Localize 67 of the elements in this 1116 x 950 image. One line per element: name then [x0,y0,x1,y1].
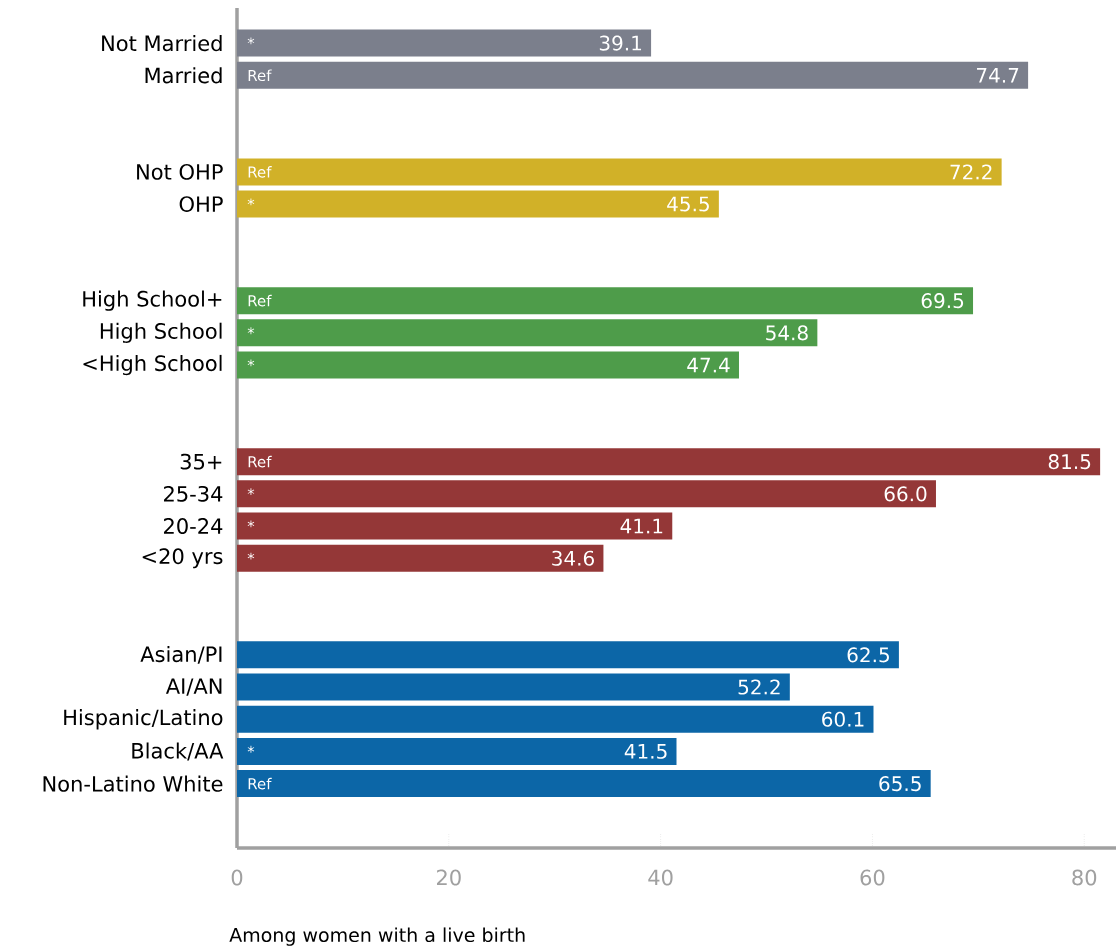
bar [237,29,652,57]
y-tick-label: 25-34 [163,485,223,502]
bar [237,448,1101,476]
data-label: 41.1 [620,518,663,534]
data-label: 52.2 [738,679,780,695]
data-label: 41.5 [624,743,667,759]
data-label: 74.7 [977,68,1019,83]
bar [237,351,739,379]
y-tick-label: Married [145,67,222,84]
annotation: * [247,327,255,335]
x-tick-label: 20 [436,869,461,886]
annotation: * [247,745,255,753]
y-tick-label: Not Married [102,34,222,52]
y-tick-label: <High School [83,354,222,376]
y-tick-label: 20-24 [163,518,223,534]
bar [237,287,974,315]
annotation: * [247,488,255,496]
data-label: 66.0 [884,486,927,502]
data-label: 39.1 [599,35,642,51]
x-tick-label: 0 [231,869,243,886]
bar [237,190,719,218]
bar [237,61,1029,89]
bar [237,770,931,798]
data-label: 47.4 [687,357,730,373]
y-tick-label: <20 yrs [142,548,223,569]
bar [237,737,677,765]
y-tick-label: AI/AN [165,678,222,696]
bar [237,158,1002,186]
y-tick-label: Asian/PI [140,645,222,664]
annotation: * [247,37,255,45]
x-tick-label: 60 [860,869,885,886]
y-tick-label: Hispanic/Latino [64,709,223,730]
x-tick-label: 80 [1072,869,1097,886]
y-tick-label: 35+ [180,453,222,470]
data-label: 65.5 [879,776,921,792]
annotation: Ref [248,455,272,468]
data-label: 72.2 [950,164,992,180]
annotation: * [247,552,255,560]
data-label: 62.5 [847,647,889,663]
y-tick-label: Non-Latino White [43,775,223,792]
annotation: Ref [248,166,272,178]
annotation: Ref [248,294,272,307]
data-label: 45.5 [667,196,709,212]
bar [237,480,936,508]
annotation: Ref [248,69,272,82]
bar [237,319,818,347]
annotation: * [247,520,255,528]
y-tick-label: Black/AA [132,742,224,761]
annotation: * [247,198,255,206]
x-axis-title: Among women with a live birth [229,927,525,946]
y-tick-label: High School+ [83,290,222,311]
bar [237,544,604,572]
bar [237,673,790,701]
bar [237,512,673,540]
annotation: * [247,359,255,367]
y-tick-label: OHP [179,196,223,213]
bar [237,705,874,733]
data-label: 34.6 [552,550,594,566]
data-label: 69.5 [921,293,964,309]
x-tick-label: 40 [648,869,673,886]
data-label: 81.5 [1048,454,1091,470]
y-tick-label: Not OHP [137,163,223,180]
annotation: Ref [248,777,272,790]
data-label: 54.8 [766,325,808,341]
bar [237,641,899,669]
y-tick-label: High School [100,322,222,344]
data-label: 60.1 [822,711,864,727]
